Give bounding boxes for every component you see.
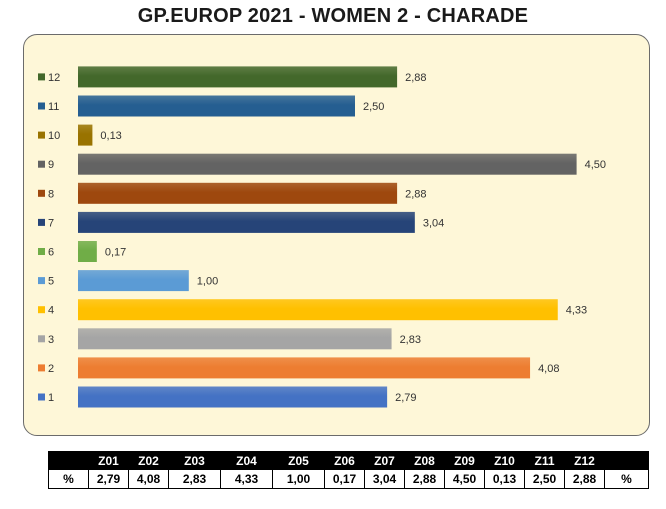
legend-label-5: 5 [48,276,54,288]
data-label-5: 1,00 [197,276,218,288]
bar-8 [78,182,398,204]
table-cell: 4,50 [444,469,485,489]
legend-label-1: 1 [48,392,54,404]
legend-marker-10 [38,131,45,139]
legend-label-9: 9 [48,159,54,171]
legend-marker-2 [38,364,45,372]
table-cell: 3,04 [364,469,405,489]
bar-6 [78,241,97,262]
column-header-z11: Z11 [524,451,565,470]
legend-marker-8 [38,189,45,197]
table-row: % 2,79 4,08 2,83 4,33 1,00 0,17 3,04 2,88 4,50 0,1… [48,469,649,489]
data-label-10: 0,13 [100,130,121,142]
legend-label-4: 4 [48,305,54,317]
legend-label-8: 8 [48,188,54,200]
column-header-z10: Z10 [484,451,525,470]
column-header-z05: Z05 [272,451,325,470]
data-label-7: 3,04 [423,217,444,229]
chart-title: GP.EUROP 2021 - WOMEN 2 - CHARADE [137,5,529,27]
bar-12 [78,66,398,88]
legend-label-7: 7 [48,217,54,229]
bar-chart: 1 2,79 2 4,08 3 2,83 4 4,33 5 1,00 6 0,17 7 3,04 8 2,88… [38,66,606,408]
column-header-z12: Z12 [564,451,605,470]
table-cell: 2,83 [168,469,221,489]
column-header-z02: Z02 [128,451,169,470]
chart-panel: 1 2,79 2 4,08 3 2,83 4 4,33 5 1,00 6 0,17 7 3,04 8 2,88… [23,34,650,436]
legend-label-11: 11 [48,101,59,113]
table-cell: % [604,469,649,489]
table-cell: 2,88 [404,469,445,489]
column-header-z01: Z01 [88,451,129,470]
column-header-z09: Z09 [444,451,485,470]
bar-9 [78,153,577,175]
column-header-blank [48,451,89,470]
bar-7 [78,211,415,233]
bar-4 [78,299,558,321]
data-label-6: 0,17 [105,247,126,259]
column-header-z03: Z03 [168,451,221,470]
legend-marker-1 [38,393,45,401]
data-label-3: 2,83 [400,334,421,346]
column-header-z04: Z04 [220,451,273,470]
legend-marker-11 [38,102,45,110]
column-header-z06: Z06 [324,451,365,470]
data-label-9: 4,50 [585,159,606,171]
legend-marker-5 [38,277,45,285]
legend-marker-4 [38,306,45,314]
legend-label-12: 12 [48,72,60,84]
table-cell: 0,17 [324,469,365,489]
table-cell: 1,00 [272,469,325,489]
data-table: Z01 Z02 Z03 Z04 Z05 Z06 Z07 Z08 Z09 Z10 Z11 Z12 % 2,… [48,451,649,489]
column-header-blank [604,451,649,470]
table-cell: 0,13 [484,469,525,489]
table-cell: 2,79 [88,469,129,489]
data-label-8: 2,88 [405,188,426,200]
legend-marker-12 [38,73,45,81]
data-label-12: 2,88 [405,72,426,84]
bar-3 [78,328,392,350]
bar-2 [78,357,531,379]
table-cell: 2,50 [524,469,565,489]
bar-1 [78,386,388,408]
legend-label-2: 2 [48,363,54,375]
table-cell: 4,33 [220,469,273,489]
legend-marker-7 [38,218,45,226]
table-cell: 2,88 [564,469,605,489]
legend-label-6: 6 [48,247,54,259]
column-header-z07: Z07 [364,451,405,470]
table-header-row: Z01 Z02 Z03 Z04 Z05 Z06 Z07 Z08 Z09 Z10 Z11 Z12 [48,451,649,470]
bar-10 [78,124,93,146]
table-cell: % [48,469,89,489]
legend-marker-6 [38,248,45,255]
data-label-4: 4,33 [566,305,587,317]
table-cell: 4,08 [128,469,169,489]
legend-label-3: 3 [48,334,54,346]
legend-marker-9 [38,160,45,168]
legend-label-10: 10 [48,130,60,142]
bar-11 [78,95,355,117]
data-label-1: 2,79 [395,392,416,404]
data-label-11: 2,50 [363,101,384,113]
data-label-2: 4,08 [538,363,559,375]
column-header-z08: Z08 [404,451,445,470]
legend-marker-3 [38,335,45,343]
bar-5 [78,270,189,292]
